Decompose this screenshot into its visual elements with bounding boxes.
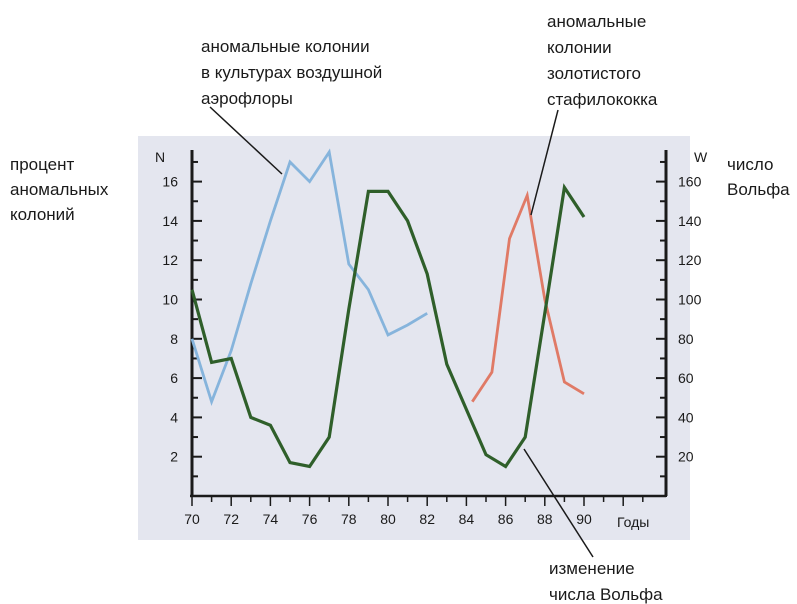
left-axis-tick-label: 8 — [170, 331, 178, 347]
annotation-aeroflora-line-3: аэрофлоры — [201, 89, 293, 108]
x-axis-tick-label: 82 — [419, 511, 435, 527]
x-axis-tick-label: 70 — [184, 511, 200, 527]
left-axis-tick-label: 16 — [162, 174, 178, 190]
x-axis-tick-label: 84 — [459, 511, 475, 527]
annotation-staph-line-2: колонии — [547, 38, 612, 57]
left-axis-label-line-3: колоний — [10, 205, 75, 224]
annotation-aeroflora-line-2: в культурах воздушной — [201, 63, 382, 82]
right-axis-label-line-2: Вольфа — [727, 180, 790, 199]
left-axis-unit: N — [155, 149, 165, 165]
left-axis-tick-label: 14 — [162, 213, 178, 229]
series-staphylococcus-line — [471, 190, 585, 403]
x-axis-tick-label: 80 — [380, 511, 396, 527]
left-axis-label-line-2: аномальных — [10, 180, 109, 199]
left-axis-tick-label: 12 — [162, 252, 178, 268]
left-axis-tick-label: 2 — [170, 449, 178, 465]
annotation-aeroflora-leader — [209, 106, 283, 175]
series-wolf-number-line — [190, 183, 586, 469]
annotation-staph-line-4: стафилококка — [547, 90, 658, 109]
right-axis-tick-label: 160 — [678, 174, 702, 190]
annotation-staph-line-3: золотистого — [547, 64, 641, 83]
x-axis-tick-label: 74 — [263, 511, 279, 527]
right-axis-tick-label: 20 — [678, 449, 694, 465]
right-axis-tick-label: 40 — [678, 409, 694, 425]
annotation-staph-line-1: аномальные — [547, 12, 646, 31]
series-aeroflora-line — [190, 148, 428, 406]
right-axis-tick-label: 80 — [678, 331, 694, 347]
right-axis-tick-label: 60 — [678, 370, 694, 386]
x-axis-tick-label: 72 — [223, 511, 239, 527]
annotation-wolf-line-2: числа Вольфа — [549, 585, 663, 604]
x-axis-tick-label: 88 — [537, 511, 553, 527]
annotation-aeroflora-line-1: аномальные колонии — [201, 37, 370, 56]
x-axis-tick-label: 90 — [576, 511, 592, 527]
right-axis-tick-label: 100 — [678, 292, 702, 308]
annotation-staph-leader — [530, 109, 559, 216]
x-axis-tick-label: 76 — [302, 511, 318, 527]
right-axis-label-line-1: число — [727, 155, 773, 174]
plot-background — [138, 136, 690, 540]
annotation-wolf-line-1: изменение — [549, 559, 635, 578]
x-axis-label: Годы — [617, 514, 649, 530]
right-axis-tick-label: 120 — [678, 252, 702, 268]
annotation-wolf-leader — [523, 448, 594, 558]
x-axis-tick-label: 86 — [498, 511, 514, 527]
left-axis-label-line-1: процент — [10, 155, 75, 174]
left-axis-tick-label: 10 — [162, 292, 178, 308]
left-axis-tick-label: 6 — [170, 370, 178, 386]
left-axis-tick-label: 4 — [170, 409, 178, 425]
right-axis-tick-label: 140 — [678, 213, 702, 229]
right-axis-unit: W — [694, 149, 708, 165]
x-axis-tick-label: 78 — [341, 511, 357, 527]
